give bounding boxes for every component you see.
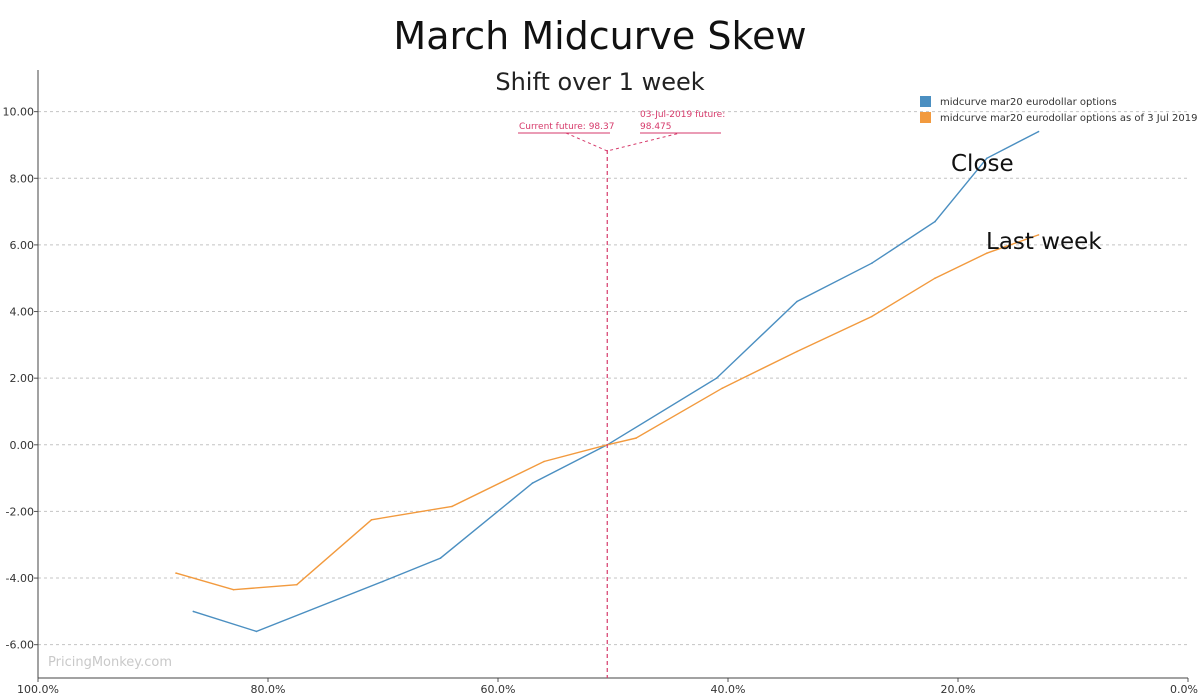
y-tick-label: -6.00 bbox=[6, 639, 34, 652]
data-point bbox=[192, 610, 195, 613]
data-point bbox=[382, 580, 384, 583]
y-tick-label: 4.00 bbox=[10, 306, 35, 319]
data-point bbox=[451, 505, 453, 508]
data-point bbox=[715, 377, 718, 380]
legend-swatch-2 bbox=[920, 112, 931, 123]
legend-label-2: midcurve mar20 eurodollar options as of … bbox=[940, 113, 1197, 124]
data-point bbox=[175, 572, 177, 574]
data-point bbox=[986, 157, 988, 160]
last-week-label: Last week bbox=[986, 229, 1102, 255]
data-point bbox=[934, 220, 936, 223]
data-point bbox=[255, 630, 258, 633]
data-point bbox=[721, 387, 724, 390]
x-tick-label: 60.0% bbox=[481, 683, 516, 696]
data-point bbox=[531, 482, 534, 484]
y-tick-label: 2.00 bbox=[10, 372, 35, 385]
data-point bbox=[1037, 234, 1040, 236]
data-point bbox=[871, 315, 873, 318]
data-point bbox=[439, 557, 442, 559]
y-tick-label: 0.00 bbox=[10, 439, 35, 452]
data-point bbox=[635, 437, 637, 439]
data-point bbox=[796, 300, 798, 303]
y-tick-label: 6.00 bbox=[10, 239, 35, 252]
callout-connector bbox=[565, 132, 681, 152]
data-point bbox=[986, 252, 988, 254]
y-tick-label: -4.00 bbox=[6, 572, 34, 585]
chart-subtitle: Shift over 1 week bbox=[495, 68, 705, 96]
x-tick-label: 40.0% bbox=[711, 683, 746, 696]
series-lines bbox=[175, 130, 1040, 633]
watermark: PricingMonkey.com bbox=[48, 655, 172, 670]
y-tick-label: 8.00 bbox=[10, 172, 35, 185]
data-point bbox=[543, 460, 545, 463]
x-tick-label: 80.0% bbox=[251, 683, 286, 696]
x-tick-label: 0.0% bbox=[1170, 683, 1198, 696]
data-point bbox=[232, 588, 235, 591]
data-point bbox=[296, 583, 298, 586]
grid-lines bbox=[38, 111, 1188, 646]
y-tick-label: -2.00 bbox=[6, 505, 34, 518]
axes: 10.00 8.00 6.00 4.00 2.00 0.00 -2.00 -4.00 -6.00… bbox=[3, 70, 1198, 696]
past-future-label-line1: 03-Jul-2019 future: bbox=[640, 110, 725, 120]
series-line-2 bbox=[175, 234, 1039, 591]
data-point bbox=[934, 277, 936, 280]
annotations: Current future: 98.37 03-Jul-2019 future:… bbox=[48, 110, 1102, 678]
data-point bbox=[1037, 130, 1040, 133]
x-tick-label: 100.0% bbox=[17, 683, 59, 696]
chart-title: March Midcurve Skew bbox=[393, 14, 807, 58]
past-future-label-line2: 98.475 bbox=[640, 122, 672, 132]
legend-swatch-1 bbox=[920, 96, 931, 107]
data-point bbox=[871, 262, 873, 265]
data-point bbox=[796, 350, 798, 353]
series-line-1 bbox=[193, 130, 1039, 633]
legend-label-1: midcurve mar20 eurodollar options bbox=[940, 97, 1117, 108]
x-tick-label: 20.0% bbox=[941, 683, 976, 696]
data-point bbox=[370, 519, 373, 521]
legend: midcurve mar20 eurodollar options midcurv… bbox=[920, 96, 1197, 124]
y-tick-label: 10.00 bbox=[3, 106, 35, 119]
close-label: Close bbox=[951, 151, 1014, 177]
current-future-label: Current future: 98.37 bbox=[519, 122, 614, 132]
